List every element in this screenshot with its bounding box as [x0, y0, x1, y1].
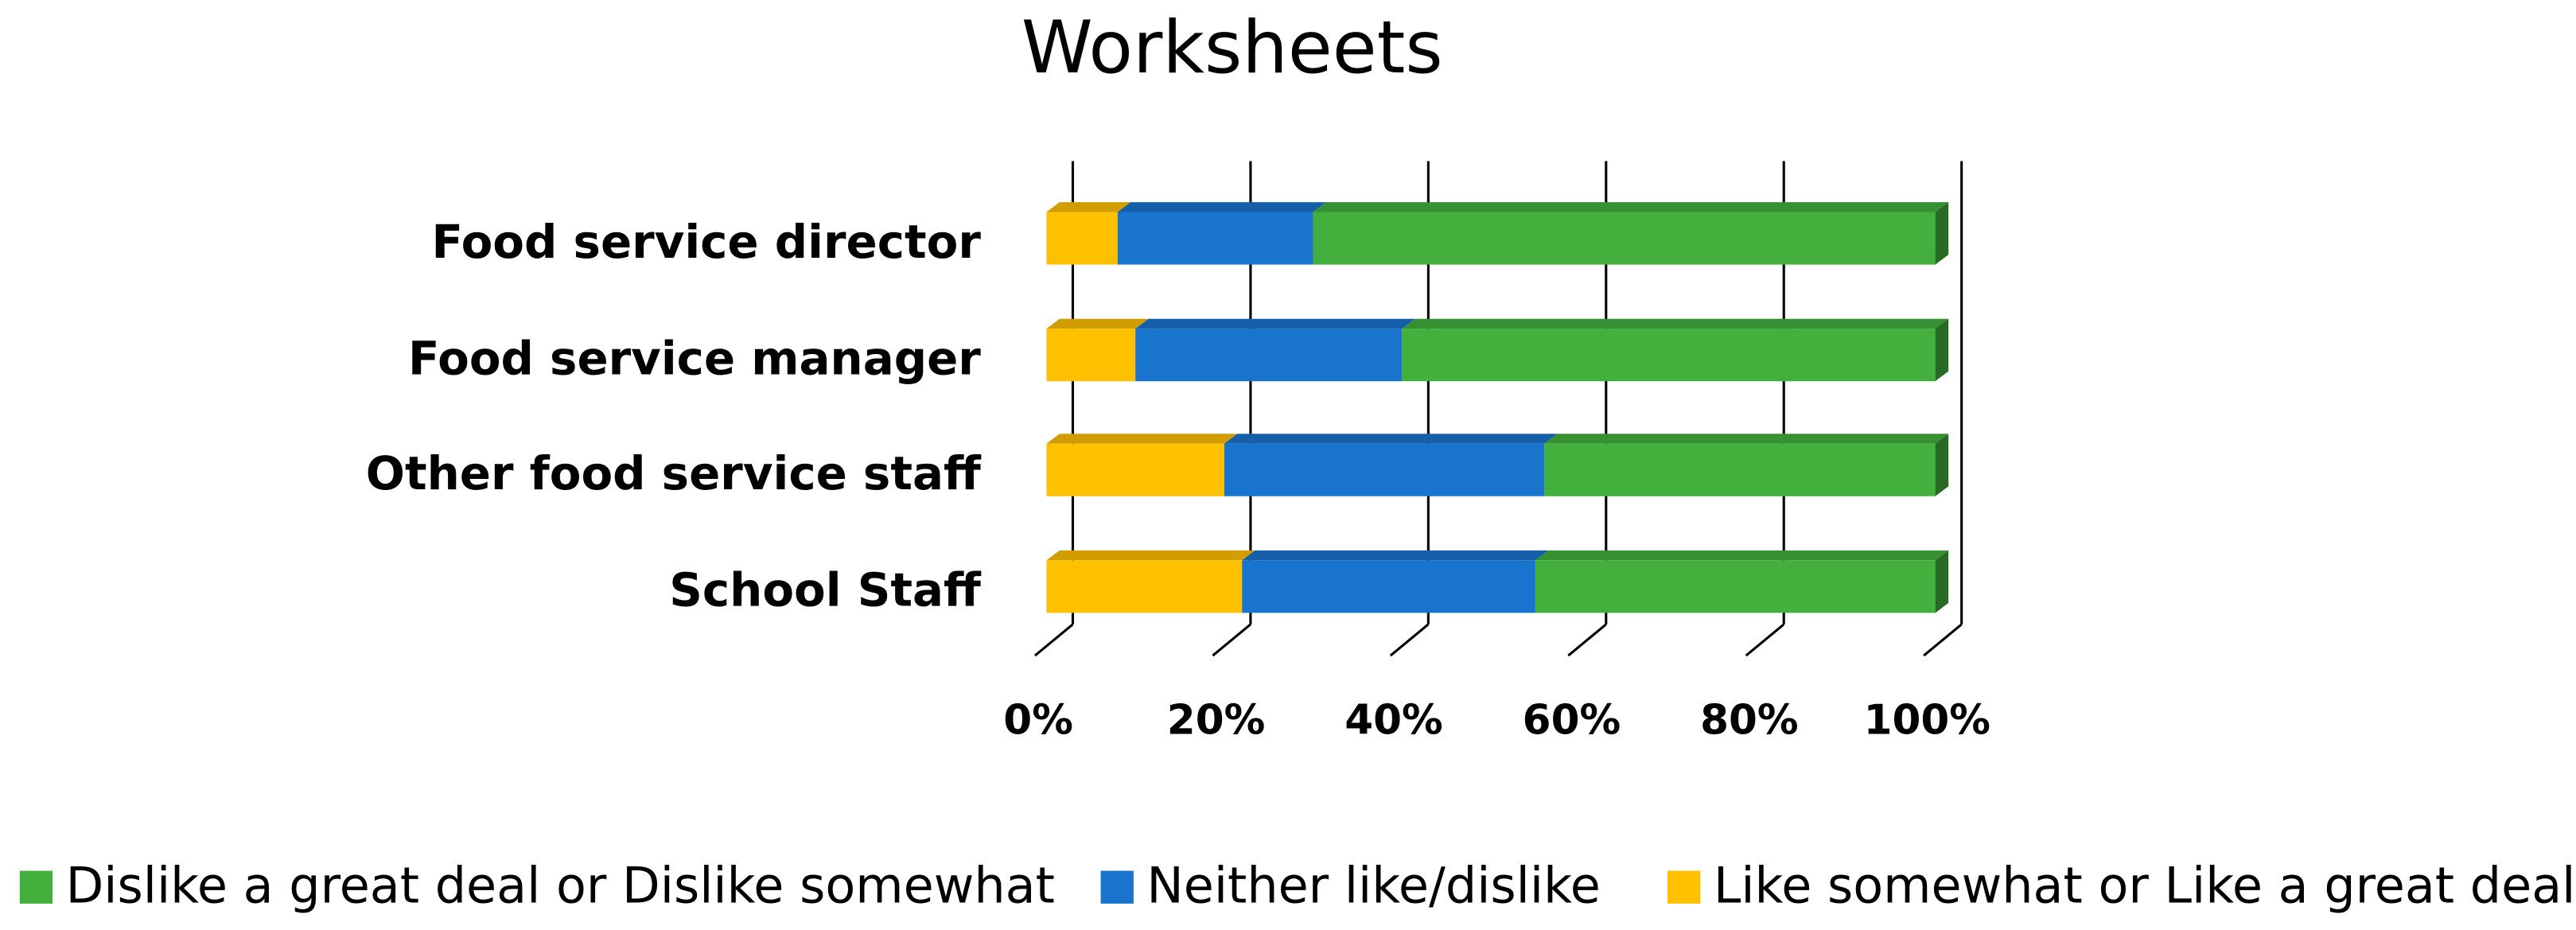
chart-title: Worksheets [1021, 6, 1443, 90]
bar [1242, 560, 1535, 613]
bar-side [1935, 318, 1949, 382]
bar [1402, 329, 1936, 382]
legend-label: Neither like/dislike [1146, 856, 1600, 914]
bar-top [1046, 434, 1238, 444]
tick-mark [1567, 623, 1607, 657]
bar [1046, 212, 1118, 265]
y-tick-label: Food service director [431, 215, 981, 269]
bar-top [1117, 202, 1327, 212]
x-tick-label: 40% [1344, 697, 1443, 745]
bar-side [1935, 434, 1949, 496]
bar [1544, 443, 1936, 496]
bar-top [1135, 318, 1415, 329]
bar-side [1935, 202, 1949, 265]
tick-mark [1389, 623, 1430, 657]
bar [1046, 560, 1243, 613]
legend-swatch [19, 870, 53, 904]
bar-top [1242, 550, 1549, 561]
x-tick-label: 20% [1167, 697, 1266, 745]
x-tick-label: 100% [1864, 697, 1990, 745]
tick-mark [1033, 623, 1074, 657]
bar-top [1224, 434, 1558, 444]
bar [1313, 212, 1936, 265]
bar-top [1046, 550, 1255, 561]
legend-swatch [1100, 870, 1134, 904]
tick-mark [1745, 623, 1785, 657]
y-tick-label: Other food service staff [366, 446, 982, 500]
bar-top [1046, 202, 1131, 212]
x-tick-label: 80% [1700, 697, 1799, 745]
bar [1046, 329, 1136, 382]
bar [1046, 443, 1224, 496]
y-tick-label: School Staff [669, 563, 982, 617]
bar [1224, 443, 1545, 496]
legend-swatch [1667, 870, 1701, 904]
x-tick-label: 0% [1003, 697, 1073, 745]
bar [1135, 329, 1403, 382]
x-tick-label: 60% [1523, 697, 1621, 745]
tick-mark [1923, 623, 1963, 657]
bar-side [1935, 550, 1949, 613]
bar-top [1535, 550, 1949, 561]
legend-label: Like somewhat or Like a great deal [1714, 856, 2576, 914]
bar [1117, 212, 1313, 265]
bar-top [1313, 202, 1949, 212]
bar-top [1402, 318, 1949, 329]
tick-mark [1212, 623, 1251, 657]
bar [1535, 560, 1936, 613]
bar-top [1046, 318, 1149, 329]
bar-top [1544, 434, 1949, 444]
y-tick-label: Food service manager [408, 332, 981, 386]
legend-label: Dislike a great deal or Dislike somewhat [66, 856, 1055, 914]
